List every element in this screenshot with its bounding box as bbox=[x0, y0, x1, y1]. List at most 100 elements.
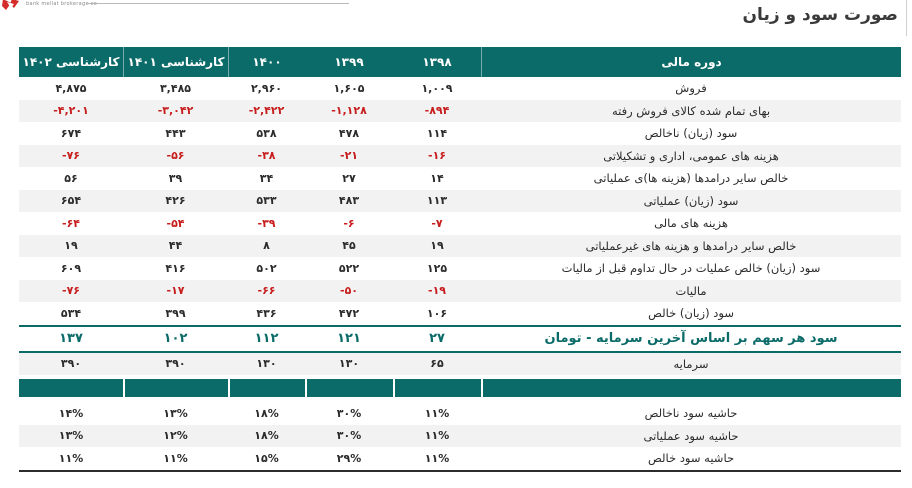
column-header-y1398: ۱۳۹۸ bbox=[422, 55, 452, 69]
cell-value: ۲۹% bbox=[336, 451, 362, 465]
row-label: هزینه های مالی bbox=[654, 216, 728, 231]
cell-value: ۳۹۰ bbox=[60, 357, 82, 371]
table-row: هزینه های عمومی، اداری و تشکیلاتی -۱۶ -۲۱ -… bbox=[19, 144, 901, 167]
cell-value: ۱۲۱ bbox=[337, 331, 361, 346]
cell-value: ۳۰% bbox=[336, 429, 362, 443]
cell-value: ۵۳۸ bbox=[256, 126, 277, 140]
cell-value: -۳۸ bbox=[257, 149, 276, 163]
profit-loss-table: دوره مالی ۱۳۹۸ ۱۳۹۹ ۱۴۰۰ کارشناسی ۱۴۰۱ کارشنا… bbox=[19, 47, 901, 472]
cell-value: -۸۹۴ bbox=[424, 104, 450, 118]
cell-value: ۱۳۷ bbox=[59, 331, 83, 346]
table-body: فروش ۱,۰۰۹ ۱,۶۰۵ ۲,۹۶۰ ۳,۴۸۵ ۴,۸۷۵ بهای تمام ش… bbox=[19, 77, 901, 375]
cell-value: -۲۱ bbox=[340, 149, 358, 163]
row-label: حاشیه سود خالص bbox=[647, 451, 735, 466]
cell-value: ۱۰۲ bbox=[163, 331, 188, 346]
table-row: سود (زیان) ناخالص ۱۱۴ ۴۷۸ ۵۳۸ ۴۴۳ ۶۷۴ bbox=[19, 122, 901, 145]
cell-value: ۱۱۲ bbox=[254, 331, 279, 346]
cell-value: -۳,۰۴۲ bbox=[157, 104, 194, 118]
table-row: خالص سایر درامدها (هزینه ها)ی عملیاتی ۱۴ ۲… bbox=[19, 167, 901, 190]
row-label: سود هر سهم بر اساس آخرین سرمایه - تومان bbox=[544, 331, 838, 346]
column-header-y1400: ۱۴۰۰ bbox=[228, 47, 305, 77]
cell-value: ۴۱۶ bbox=[165, 261, 186, 275]
table-row: سود (زیان) خالص ۱۰۶ ۴۷۲ ۴۳۶ ۳۹۹ ۵۳۴ bbox=[19, 302, 901, 325]
table-row: سرمایه ۶۵ ۱۳۰ ۱۳۰ ۳۹۰ ۳۹۰ bbox=[19, 352, 901, 375]
cell-value: ۱۱% bbox=[424, 406, 450, 420]
cell-value: ۱۰۶ bbox=[426, 306, 448, 320]
cell-value: ۴۷۸ bbox=[338, 126, 360, 140]
cell-value: -۱۶ bbox=[428, 149, 446, 163]
page-title: صورت سود و زیان bbox=[742, 5, 898, 25]
column-header-label: دوره مالی bbox=[481, 47, 901, 77]
cell-value: -۷۶ bbox=[62, 149, 80, 163]
cell-value: ۱۱۳ bbox=[426, 194, 448, 208]
cell-value: -۲,۴۲۲ bbox=[248, 104, 285, 118]
cell-value: ۲۷ bbox=[342, 171, 356, 185]
row-label: حاشیه سود عملیاتی bbox=[643, 428, 739, 443]
cell-value: ۵۶ bbox=[64, 171, 78, 185]
brokerage-logo-icon bbox=[2, 0, 20, 15]
table-row: بهای تمام شده کالای فروش رفته -۸۹۴ -۱,۱۲۸ -… bbox=[19, 99, 901, 122]
band-cell bbox=[481, 379, 901, 397]
cell-value: ۴۵ bbox=[342, 239, 356, 253]
cell-value: ۱۱۴ bbox=[426, 126, 448, 140]
cell-value: ۶۷۴ bbox=[60, 126, 82, 140]
cell-value: ۱,۶۰۵ bbox=[333, 81, 365, 95]
row-label: سرمایه bbox=[673, 356, 709, 371]
cell-value: ۴۸۳ bbox=[338, 194, 360, 208]
table-row: سود (زیان) خالص عملیات در حال تداوم قبل … bbox=[19, 257, 901, 280]
cell-value: -۱۹ bbox=[428, 284, 446, 298]
band-cell bbox=[393, 379, 481, 397]
cell-value: -۷۶ bbox=[62, 284, 80, 298]
cell-value: ۴۲۶ bbox=[165, 194, 186, 208]
cell-value: -۴,۲۰۱ bbox=[53, 104, 89, 118]
cell-value: ۶۵۴ bbox=[60, 194, 82, 208]
row-label: سود (زیان) ناخالص bbox=[644, 126, 738, 141]
cell-value: ۱۴% bbox=[58, 406, 84, 420]
table-row: حاشیه سود ناخالص ۱۱% ۳۰% ۱۸% ۱۳% ۱۴% bbox=[19, 402, 901, 425]
logo-divider-line bbox=[88, 3, 349, 4]
cell-value: ۵۲۲ bbox=[338, 261, 360, 275]
row-label: هزینه های عمومی، اداری و تشکیلاتی bbox=[603, 148, 779, 163]
cell-value: ۱۱% bbox=[424, 429, 450, 443]
cell-value: ۶۰۹ bbox=[60, 261, 82, 275]
table-row: خالص سایر درامدها و هزینه های غیرعملیاتی… bbox=[19, 234, 901, 257]
cell-value: -۱,۱۲۸ bbox=[331, 104, 367, 118]
table-row: مالیات -۱۹ -۵۰ -۶۶ -۱۷ -۷۶ bbox=[19, 279, 901, 302]
cell-value: ۱۱% bbox=[58, 451, 84, 465]
row-label: بهای تمام شده کالای فروش رفته bbox=[611, 103, 771, 118]
cell-value: ۴۴۳ bbox=[165, 126, 186, 140]
row-label: سود (زیان) خالص bbox=[648, 306, 734, 321]
cell-value: ۴۴ bbox=[168, 239, 183, 253]
cell-value: ۲۷ bbox=[429, 331, 445, 346]
cell-value: ۵۳۴ bbox=[60, 306, 82, 320]
cell-value: -۵۰ bbox=[340, 284, 358, 298]
cell-value: -۵۴ bbox=[166, 216, 185, 230]
cell-value: ۳۹۹ bbox=[165, 306, 186, 320]
cell-value: -۶۶ bbox=[257, 284, 276, 298]
cell-value: ۱۸% bbox=[254, 406, 279, 420]
cell-value: ۶۵ bbox=[430, 357, 444, 371]
band-cell bbox=[305, 379, 393, 397]
band-cell bbox=[228, 379, 305, 397]
cell-value: ۴۷۲ bbox=[338, 306, 360, 320]
cell-value: ۱۳% bbox=[163, 406, 188, 420]
column-header-y1401: کارشناسی ۱۴۰۱ bbox=[123, 47, 228, 77]
cell-value: ۱۹ bbox=[430, 239, 444, 253]
row-label: خالص سایر درامدها و هزینه های غیرعملیاتی bbox=[585, 238, 797, 253]
cell-value: ۱۲% bbox=[163, 429, 188, 443]
table-header-row: دوره مالی ۱۳۹۸ ۱۳۹۹ ۱۴۰۰ کارشناسی ۱۴۰۱ کارشنا… bbox=[19, 47, 901, 77]
cell-value: ۱۲۵ bbox=[426, 261, 448, 275]
table-row: حاشیه سود خالص ۱۱% ۲۹% ۱۵% ۱۱% ۱۱% bbox=[19, 447, 901, 470]
table-row: هزینه های مالی -۷ -۶ -۳۹ -۵۴ -۶۴ bbox=[19, 212, 901, 235]
cell-value: ۱۳۰ bbox=[256, 357, 277, 371]
cell-value: ۴,۸۷۵ bbox=[55, 81, 87, 95]
cell-value: ۱۳% bbox=[58, 429, 84, 443]
band-cell bbox=[19, 379, 123, 397]
cell-value: -۵۶ bbox=[166, 149, 185, 163]
cell-value: ۸ bbox=[263, 239, 270, 253]
band-cell bbox=[123, 379, 228, 397]
cell-value: ۱۸% bbox=[254, 429, 279, 443]
cell-value: ۱۵% bbox=[254, 451, 279, 465]
table-row: سود هر سهم بر اساس آخرین سرمایه - تومان ۲… bbox=[19, 324, 901, 353]
table-row: فروش ۱,۰۰۹ ۱,۶۰۵ ۲,۹۶۰ ۳,۴۸۵ ۴,۸۷۵ bbox=[19, 77, 901, 100]
